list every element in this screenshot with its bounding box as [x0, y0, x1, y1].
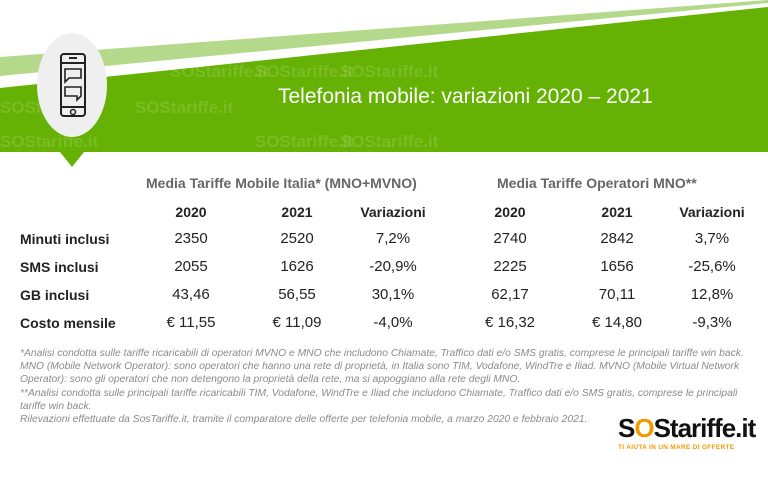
- table-cell: 70,11: [598, 286, 636, 303]
- table-cell: 56,55: [278, 286, 316, 303]
- watermark: SOStariffe.it: [340, 132, 439, 151]
- table-cell: 30,1%: [371, 286, 415, 303]
- table-cell: € 14,80: [591, 314, 643, 331]
- group-header-mno: Media Tariffe Operatori MNO**: [497, 175, 697, 191]
- column-header: 2020: [494, 204, 526, 220]
- watermark: SOStariffe.it: [170, 62, 269, 81]
- watermark: SOStariffe.it: [340, 62, 439, 81]
- row-label: Minuti inclusi: [20, 231, 110, 247]
- table-cell: -4,0%: [373, 314, 413, 331]
- group-header-italia: Media Tariffe Mobile Italia* (MNO+MVNO): [146, 175, 417, 191]
- table-cell: € 16,32: [484, 314, 536, 331]
- table-cell: 3,7%: [694, 230, 730, 247]
- table-cell: € 11,55: [166, 314, 216, 331]
- watermark: SOStariffe.it: [135, 98, 234, 117]
- watermark: SOStariffe.it: [255, 62, 354, 81]
- logo-tagline: TI AIUTA IN UN MARE DI OFFERTE: [618, 444, 735, 451]
- row-label: Costo mensile: [20, 315, 116, 331]
- table-cell: 1656: [600, 258, 634, 275]
- footnote: **Analisi condotta sulle principali tari…: [20, 387, 738, 412]
- column-header: Variazioni: [679, 204, 745, 220]
- logo-letter-o: O: [634, 413, 654, 443]
- icon-circle: [37, 33, 107, 137]
- column-header: 2021: [601, 204, 633, 220]
- column-header: 2020: [175, 204, 207, 220]
- page-title: Telefonia mobile: variazioni 2020 – 2021: [278, 85, 653, 108]
- row-label: SMS inclusi: [20, 259, 99, 275]
- column-header: Variazioni: [360, 204, 426, 220]
- green-banner: [0, 0, 768, 167]
- watermark: SOStariffe.it: [255, 132, 354, 151]
- row-label: GB inclusi: [20, 287, 90, 303]
- table-cell: 2350: [174, 230, 208, 247]
- footnote: *Analisi condotta sulle tariffe ricarica…: [20, 348, 744, 386]
- table-cell: 1626: [280, 258, 314, 275]
- logo-letter-s: S: [618, 413, 635, 443]
- logo-text-rest: Stariffe.it: [653, 413, 757, 443]
- table-cell: 2740: [493, 230, 527, 247]
- smartphone-chat-icon: [60, 53, 86, 117]
- table-cell: -20,9%: [369, 258, 417, 275]
- table-cell: € 11,09: [272, 314, 322, 331]
- sostariffe-logo: SOStariffe.it TI AIUTA IN UN MARE DI OFF…: [618, 413, 757, 451]
- column-header: 2021: [281, 204, 313, 220]
- table-cell: 12,8%: [690, 286, 734, 303]
- table-cell: 43,46: [172, 286, 210, 303]
- table-cell: 2520: [280, 230, 314, 247]
- table-cell: 7,2%: [375, 230, 411, 247]
- light-green-stripe: [0, 0, 768, 76]
- green-band: [0, 7, 768, 167]
- table-cell: 2842: [600, 230, 634, 247]
- footnotes: *Analisi condotta sulle tariffe ricarica…: [20, 347, 760, 426]
- table-cell: -9,3%: [692, 314, 732, 331]
- logo-wordmark: SOStariffe.it: [618, 413, 757, 444]
- table-cell: 62,17: [491, 286, 529, 303]
- footnote: Rilevazioni effettuate da SosTariffe.it,…: [20, 414, 588, 426]
- table-cell: 2225: [493, 258, 527, 275]
- table-cell: -25,6%: [688, 258, 736, 275]
- table-cell: 2055: [174, 258, 208, 275]
